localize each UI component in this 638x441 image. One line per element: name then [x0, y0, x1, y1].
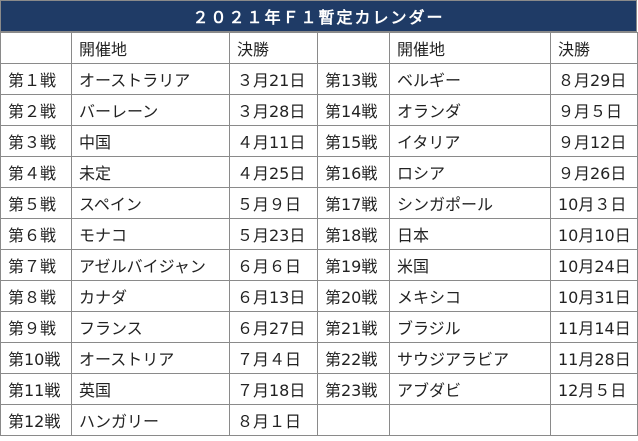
- table-row: 第11戦 英国 ７月18日 第23戦 アブダビ 12月５日: [0, 373, 638, 405]
- round-number: 第９戦: [0, 311, 72, 343]
- calendar-body: 開催地 決勝 開催地 決勝 第１戦 オーストラリア ３月21日 第13戦 ベルギー ８月2…: [0, 32, 638, 436]
- venue-name: ハンガリー: [71, 404, 230, 436]
- table-row: 第10戦 オーストリア ７月４日 第22戦 サウジアラビア 11月28日: [0, 342, 638, 374]
- race-date: 11月28日: [550, 342, 638, 374]
- round-number: 第７戦: [0, 249, 72, 281]
- table-row: 第６戦 モナコ ５月23日 第18戦 日本 10月10日: [0, 218, 638, 250]
- race-date: 10月31日: [550, 280, 638, 312]
- venue-name: オーストリア: [71, 342, 230, 374]
- round-number: 第８戦: [0, 280, 72, 312]
- round-number: 第16戦: [317, 156, 390, 188]
- race-date: ７月18日: [229, 373, 318, 405]
- round-number: 第13戦: [317, 63, 390, 95]
- venue-name: ブラジル: [389, 311, 551, 343]
- race-date: [550, 404, 638, 436]
- venue-name: アゼルバイジャン: [71, 249, 230, 281]
- header-round-left: [0, 32, 72, 64]
- race-date: ８月１日: [229, 404, 318, 436]
- venue-name: イタリア: [389, 125, 551, 157]
- table-row: 第５戦 スペイン ５月９日 第17戦 シンガポール 10月３日: [0, 187, 638, 219]
- venue-name: 米国: [389, 249, 551, 281]
- table-row: 第12戦 ハンガリー ８月１日: [0, 404, 638, 436]
- round-number: 第15戦: [317, 125, 390, 157]
- race-date: 10月10日: [550, 218, 638, 250]
- round-number: 第19戦: [317, 249, 390, 281]
- table-row: 第８戦 カナダ ６月13日 第20戦 メキシコ 10月31日: [0, 280, 638, 312]
- round-number: [317, 404, 390, 436]
- race-date: ６月13日: [229, 280, 318, 312]
- table-row: 第７戦 アゼルバイジャン ６月６日 第19戦 米国 10月24日: [0, 249, 638, 281]
- header-row: 開催地 決勝 開催地 決勝: [0, 32, 638, 64]
- round-number: 第２戦: [0, 94, 72, 126]
- race-date: 10月24日: [550, 249, 638, 281]
- header-final-left: 決勝: [229, 32, 318, 64]
- race-date: ６月６日: [229, 249, 318, 281]
- race-date: ３月28日: [229, 94, 318, 126]
- table-row: 第９戦 フランス ６月27日 第21戦 ブラジル 11月14日: [0, 311, 638, 343]
- venue-name: [389, 404, 551, 436]
- race-date: 12月５日: [550, 373, 638, 405]
- round-number: 第17戦: [317, 187, 390, 219]
- race-date: ７月４日: [229, 342, 318, 374]
- race-date: ８月29日: [550, 63, 638, 95]
- round-number: 第３戦: [0, 125, 72, 157]
- venue-name: シンガポール: [389, 187, 551, 219]
- race-date: ９月26日: [550, 156, 638, 188]
- calendar-table: 開催地 決勝 開催地 決勝 第１戦 オーストラリア ３月21日 第13戦 ベルギー ８月2…: [0, 32, 638, 436]
- round-number: 第12戦: [0, 404, 72, 436]
- venue-name: カナダ: [71, 280, 230, 312]
- venue-name: サウジアラビア: [389, 342, 551, 374]
- round-number: 第20戦: [317, 280, 390, 312]
- round-number: 第18戦: [317, 218, 390, 250]
- round-number: 第14戦: [317, 94, 390, 126]
- round-number: 第６戦: [0, 218, 72, 250]
- table-row: 第３戦 中国 ４月11日 第15戦 イタリア ９月12日: [0, 125, 638, 157]
- venue-name: 日本: [389, 218, 551, 250]
- header-round-right: [317, 32, 390, 64]
- page-title: ２０２１年Ｆ１暫定カレンダー: [0, 0, 637, 32]
- round-number: 第１戦: [0, 63, 72, 95]
- venue-name: 英国: [71, 373, 230, 405]
- venue-name: モナコ: [71, 218, 230, 250]
- venue-name: オランダ: [389, 94, 551, 126]
- race-date: ５月９日: [229, 187, 318, 219]
- header-venue-right: 開催地: [389, 32, 551, 64]
- venue-name: ロシア: [389, 156, 551, 188]
- round-number: 第22戦: [317, 342, 390, 374]
- venue-name: アブダビ: [389, 373, 551, 405]
- venue-name: 未定: [71, 156, 230, 188]
- race-date: ６月27日: [229, 311, 318, 343]
- venue-name: ベルギー: [389, 63, 551, 95]
- round-number: 第23戦: [317, 373, 390, 405]
- round-number: 第５戦: [0, 187, 72, 219]
- header-venue-left: 開催地: [71, 32, 230, 64]
- venue-name: フランス: [71, 311, 230, 343]
- race-date: ９月５日: [550, 94, 638, 126]
- race-date: ４月25日: [229, 156, 318, 188]
- round-number: 第21戦: [317, 311, 390, 343]
- table-row: 第１戦 オーストラリア ３月21日 第13戦 ベルギー ８月29日: [0, 63, 638, 95]
- table-row: 第４戦 未定 ４月25日 第16戦 ロシア ９月26日: [0, 156, 638, 188]
- race-date: ９月12日: [550, 125, 638, 157]
- venue-name: 中国: [71, 125, 230, 157]
- race-date: ３月21日: [229, 63, 318, 95]
- header-final-right: 決勝: [550, 32, 638, 64]
- venue-name: スペイン: [71, 187, 230, 219]
- round-number: 第11戦: [0, 373, 72, 405]
- venue-name: バーレーン: [71, 94, 230, 126]
- round-number: 第10戦: [0, 342, 72, 374]
- table-row: 第２戦 バーレーン ３月28日 第14戦 オランダ ９月５日: [0, 94, 638, 126]
- race-date: 10月３日: [550, 187, 638, 219]
- race-date: ４月11日: [229, 125, 318, 157]
- round-number: 第４戦: [0, 156, 72, 188]
- venue-name: メキシコ: [389, 280, 551, 312]
- venue-name: オーストラリア: [71, 63, 230, 95]
- race-date: ５月23日: [229, 218, 318, 250]
- race-date: 11月14日: [550, 311, 638, 343]
